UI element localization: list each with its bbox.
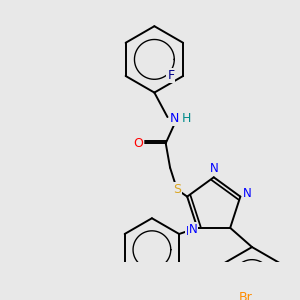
- Text: H: H: [182, 112, 191, 125]
- Text: Br: Br: [239, 291, 253, 300]
- Text: F: F: [167, 70, 174, 83]
- Text: N: N: [243, 187, 252, 200]
- Text: S: S: [173, 183, 181, 196]
- Text: N: N: [170, 112, 179, 125]
- Text: N: N: [189, 223, 197, 236]
- Text: N: N: [186, 225, 195, 238]
- Text: N: N: [209, 162, 218, 175]
- Text: O: O: [133, 137, 143, 150]
